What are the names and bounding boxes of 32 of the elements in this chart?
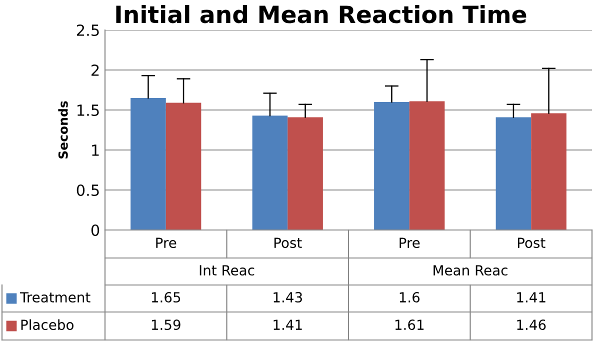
y-axis-title: Seconds [58, 101, 68, 158]
x-tick-label: Post [274, 238, 302, 248]
data-label: 1.41 [517, 292, 546, 302]
data-label: 1.46 [517, 320, 546, 330]
data-label: 1.6 [400, 292, 420, 303]
legend-label: Placebo [21, 319, 74, 330]
y-tick-label: 2.5 [76, 24, 99, 36]
y-tick-label: 2 [92, 64, 99, 76]
text: Int Reac [200, 265, 254, 276]
bar [130, 98, 166, 230]
text: Mean Reac [434, 265, 508, 276]
y-tick-label: 0.5 [76, 184, 99, 196]
bar [531, 113, 566, 230]
data-label: 1.59 [152, 320, 180, 330]
bar [166, 102, 202, 230]
data-label: 1.41 [274, 320, 302, 330]
bar [252, 116, 288, 230]
y-tick-label: 0 [91, 224, 100, 236]
bar [496, 117, 532, 230]
legend-label: Treatment [20, 292, 90, 303]
y-tick-label: 1.5 [78, 104, 99, 116]
bar [288, 117, 323, 230]
data-label: 1.61 [395, 320, 424, 330]
x-tick-label: Post [518, 238, 546, 248]
chart-title: Initial and Mean Reaction Time [116, 5, 526, 24]
x-tick-label: Pre [400, 238, 420, 248]
bar [374, 102, 410, 230]
data-label: 1.43 [274, 292, 302, 303]
data-label: 1.65 [152, 292, 180, 303]
y-tick-label: 1 [92, 144, 99, 156]
x-tick-label: Pre [156, 238, 176, 248]
bar [409, 101, 445, 230]
